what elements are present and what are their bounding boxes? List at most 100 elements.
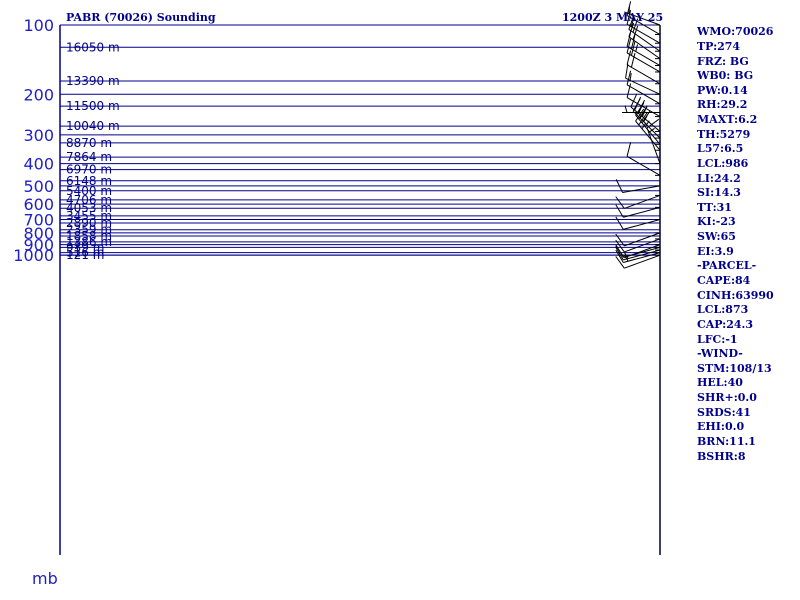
height-label: 4053 m <box>66 201 112 215</box>
wind-barb-feather <box>628 15 635 30</box>
index-stm: STM:108/13 <box>697 362 772 375</box>
wind-barb-feather <box>628 22 635 38</box>
wind-barb-shaft <box>625 77 661 95</box>
height-label: 5400 m <box>66 184 112 198</box>
index-bshr: BSHR:8 <box>697 450 746 463</box>
wind-barb-shaft <box>624 238 661 253</box>
wind-barb-half-feather <box>628 6 631 14</box>
pressure-tick-label: 700 <box>23 211 54 230</box>
axis-labels: 0.10.20.61.02.03.05.010.020.040.01000900… <box>13 16 120 265</box>
pressure-tick-label: 300 <box>23 126 54 145</box>
height-label: 13390 m <box>66 74 120 88</box>
chart-time: 1200Z 3 MAY 25 <box>562 11 663 24</box>
height-label: 11500 m <box>66 99 120 113</box>
index-ki: KI:-23 <box>697 215 736 228</box>
wind-header: -WIND- <box>697 347 743 360</box>
wind-barb-feather <box>638 99 645 114</box>
index-pw: PW:0.14 <box>697 84 748 97</box>
wind-barb-shaft <box>624 232 661 247</box>
index-lfc: LFC:-1 <box>697 333 738 346</box>
pressure-tick-label: 900 <box>23 236 54 255</box>
parcel-header: -PARCEL- <box>697 259 756 272</box>
index-rh: RH:29.2 <box>697 98 747 111</box>
wind-barb-half-feather <box>635 44 639 52</box>
wind-barb-feather <box>630 34 636 50</box>
wind-barb-shaft <box>623 219 661 230</box>
wind-barb-shaft <box>630 106 661 132</box>
height-label: 3455 m <box>66 209 112 223</box>
index-frz: FRZ: BG <box>697 55 749 68</box>
wind-barb-feather <box>615 249 624 263</box>
height-label: 16050 m <box>66 40 120 54</box>
wind-barb-shaft <box>632 110 661 139</box>
index-brn: BRN:11.1 <box>697 435 756 448</box>
index-parcel-lcl: LCL:873 <box>697 303 748 316</box>
wind-barb-shaft <box>623 252 661 263</box>
wind-barb-shaft <box>646 127 661 164</box>
height-label: 516 m <box>66 246 104 260</box>
wind-barb-shaft <box>626 52 661 73</box>
height-label: 10040 m <box>66 119 120 133</box>
index-ehi: EHI:0.0 <box>697 420 744 433</box>
wind-barb-shaft <box>635 120 661 151</box>
wind-barb-feather <box>615 196 625 209</box>
wind-barb-half-feather <box>629 73 632 81</box>
index-li: LI:24.2 <box>697 172 741 185</box>
index-ei: EI:3.9 <box>697 245 734 258</box>
index-wmo: WMO:70026 <box>696 25 774 38</box>
height-label: 2890 m <box>66 216 112 230</box>
wind-barb-shaft <box>624 11 661 26</box>
pressure-tick-label: 600 <box>23 195 54 214</box>
index-si: SI:14.3 <box>697 186 741 199</box>
wind-barb-shaft <box>623 206 661 218</box>
wind-barb-feather <box>626 50 632 65</box>
wind-barb-feather <box>615 179 624 193</box>
index-l57: L57:6.5 <box>697 142 743 155</box>
wind-barb-shaft <box>635 114 661 145</box>
index-shr: SHR+:0.0 <box>697 391 757 404</box>
wind-barb-feather <box>615 204 624 218</box>
wind-barb-feather <box>632 25 639 40</box>
wind-barb-feather <box>626 38 632 54</box>
wind-barb-feather <box>615 216 624 230</box>
wind-barb-shaft <box>622 185 661 193</box>
pressure-tick-label: 800 <box>23 224 54 243</box>
index-lcl: LCL:986 <box>697 157 749 170</box>
index-sw: SW:65 <box>697 230 736 243</box>
index-hel: HEL:40 <box>697 376 743 389</box>
wind-barb-shaft <box>628 36 661 60</box>
pressure-tick-label: 400 <box>23 155 54 174</box>
wind-barb-shaft <box>626 84 661 105</box>
wind-barb-feather <box>630 53 636 68</box>
height-label: 7864 m <box>66 150 112 164</box>
index-srds: SRDS:41 <box>697 406 751 419</box>
index-wb0: WB0: BG <box>696 69 753 82</box>
wind-barb-shaft <box>623 249 661 261</box>
wind-barb-feather <box>615 256 625 269</box>
wind-barb-shaft <box>624 254 661 269</box>
height-label: 121 m <box>66 248 104 262</box>
wind-barb-shaft <box>626 64 661 85</box>
wind-barb-feather <box>638 112 648 126</box>
wind-barb-feather <box>626 83 632 98</box>
pressure-tick-label: 1000 <box>13 246 54 265</box>
index-maxt: MAXT:6.2 <box>697 113 757 126</box>
wind-barb-shaft <box>626 15 661 35</box>
index-cinh: CINH:63990 <box>697 289 774 302</box>
height-label: 939 m <box>66 240 104 254</box>
wind-barb-shaft <box>624 194 661 209</box>
wind-barb-half-feather <box>623 254 629 262</box>
wind-barb-feather <box>615 247 624 261</box>
wind-profile <box>615 1 661 555</box>
height-label: 1386 m <box>66 235 112 249</box>
wind-barb-feather <box>626 9 632 25</box>
wind-barb-half-feather <box>641 109 646 117</box>
height-label: 6970 m <box>66 163 112 177</box>
height-label: 8870 m <box>66 136 112 150</box>
wind-barb-shaft <box>626 97 661 118</box>
wind-barb-shaft <box>626 155 661 176</box>
pressure-unit-label: mb <box>32 569 58 588</box>
index-tt: TT:31 <box>697 201 732 214</box>
pressure-tick-label: 500 <box>23 177 54 196</box>
